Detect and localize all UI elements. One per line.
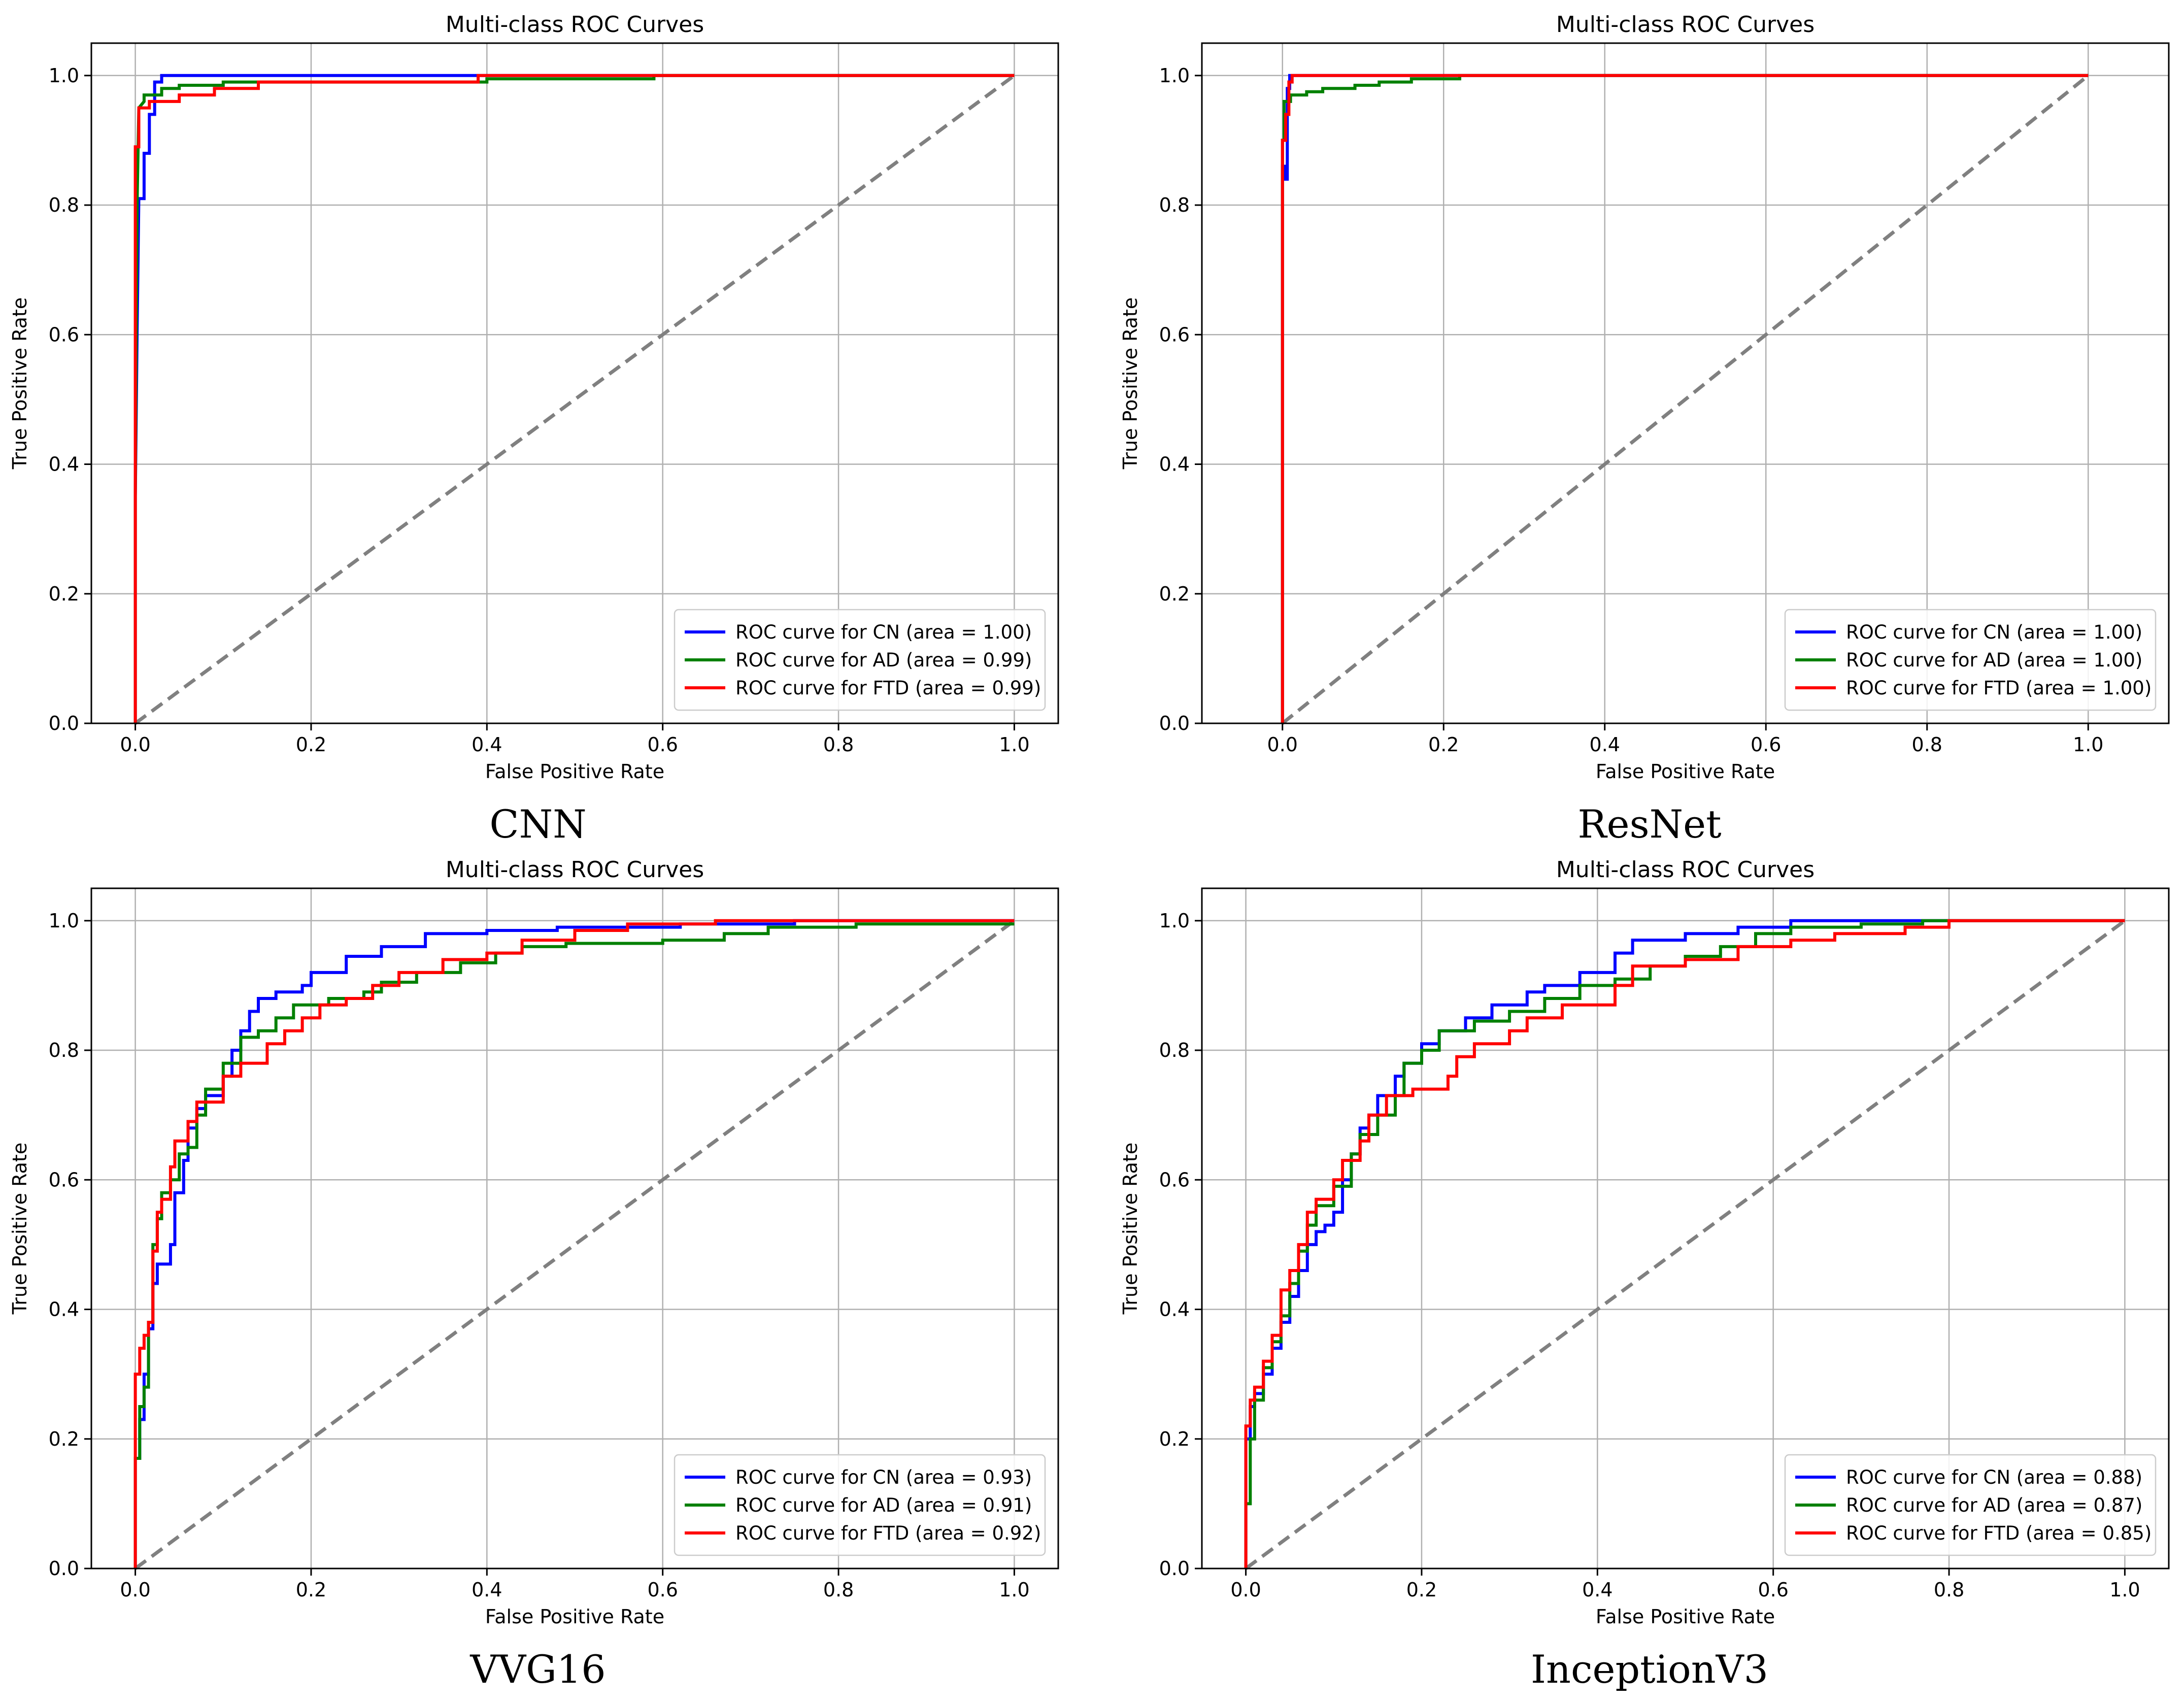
legend-entry-2: ROC curve for AD (area = 0.99) bbox=[735, 649, 1032, 671]
y-tick-label: 0.6 bbox=[1159, 1169, 1190, 1191]
chart-title: Multi-class ROC Curves bbox=[446, 12, 704, 38]
plot-frame bbox=[1201, 42, 2170, 724]
x-tick-label: 0.6 bbox=[1758, 1579, 1788, 1601]
legend-entry-2: ROC curve for AD (area = 1.00) bbox=[1846, 649, 2142, 671]
x-tick-label: 1.0 bbox=[999, 733, 1029, 756]
x-axis-label: False Positive Rate bbox=[485, 760, 664, 783]
y-axis-label: True Positive Rate bbox=[9, 1143, 31, 1315]
plot-frame bbox=[90, 42, 1059, 724]
y-tick-label: 1.0 bbox=[49, 910, 79, 932]
plot-frame bbox=[1201, 887, 2170, 1570]
legend-box bbox=[1784, 1454, 2157, 1556]
chart-panel-3: 0.0 0.2 0.4 0.6 0.8 1.0 0.0 0.2 0.4 0.6 0.8 1.0 Mult… bbox=[9, 857, 1059, 1692]
y-tick-label: 0.0 bbox=[49, 712, 79, 735]
x-tick-label: 0.2 bbox=[1406, 1579, 1437, 1601]
x-tick-label: 0.8 bbox=[1934, 1579, 1964, 1601]
y-tick-label: 0.4 bbox=[1159, 1298, 1190, 1321]
legend-entry-1: ROC curve for CN (area = 0.88) bbox=[1846, 1466, 2142, 1488]
y-tick-label: 0.8 bbox=[1159, 1039, 1190, 1061]
y-tick-label: 0.6 bbox=[49, 323, 79, 346]
y-tick-label: 0.2 bbox=[49, 1428, 79, 1450]
x-tick-label: 0.6 bbox=[647, 733, 678, 756]
y-tick-label: 0.4 bbox=[1159, 453, 1190, 476]
legend-entry-1: ROC curve for CN (area = 1.00) bbox=[1846, 621, 2142, 643]
x-tick-label: 0.0 bbox=[120, 1579, 150, 1601]
chart-panel-1: 0.0 0.2 0.4 0.6 0.8 1.0 0.0 0.2 0.4 0.6 0.8 1.0 Mult… bbox=[9, 12, 1059, 847]
model-caption: InceptionV3 bbox=[1531, 1647, 1768, 1692]
legend-box bbox=[674, 1454, 1046, 1556]
x-tick-label: 0.8 bbox=[823, 733, 854, 756]
y-axis-label: True Positive Rate bbox=[1119, 1143, 1141, 1315]
y-tick-label: 0.8 bbox=[49, 1039, 79, 1061]
x-tick-label: 1.0 bbox=[2073, 733, 2103, 756]
x-tick-label: 0.4 bbox=[1590, 733, 1620, 756]
x-tick-label: 0.4 bbox=[472, 733, 502, 756]
legend-box bbox=[674, 609, 1046, 711]
y-tick-label: 0.0 bbox=[1159, 1557, 1190, 1580]
y-tick-label: 0.4 bbox=[49, 1298, 79, 1321]
x-tick-label: 0.4 bbox=[1582, 1579, 1612, 1601]
chart-title: Multi-class ROC Curves bbox=[1556, 857, 1815, 883]
legend-entry-2: ROC curve for AD (area = 0.91) bbox=[735, 1494, 1032, 1516]
x-axis-label: False Positive Rate bbox=[1596, 760, 1775, 783]
legend-entry-3: ROC curve for FTD (area = 0.99) bbox=[735, 677, 1041, 699]
roc-series-line-3 bbox=[1244, 919, 2125, 1568]
model-caption: VVG16 bbox=[469, 1647, 606, 1692]
x-tick-label: 1.0 bbox=[999, 1579, 1029, 1601]
y-tick-label: 0.6 bbox=[1159, 323, 1190, 346]
y-axis-label: True Positive Rate bbox=[1119, 297, 1141, 470]
x-tick-label: 0.6 bbox=[1751, 733, 1781, 756]
x-tick-label: 0.2 bbox=[1428, 733, 1459, 756]
model-caption: CNN bbox=[489, 802, 586, 847]
roc-series-line-3 bbox=[133, 74, 1015, 723]
y-tick-label: 0.0 bbox=[1159, 712, 1190, 735]
legend-entry-3: ROC curve for FTD (area = 0.92) bbox=[735, 1522, 1041, 1544]
y-axis-label: True Positive Rate bbox=[9, 297, 31, 470]
y-tick-label: 0.4 bbox=[49, 453, 79, 476]
x-tick-label: 0.8 bbox=[823, 1579, 854, 1601]
legend-entry-2: ROC curve for AD (area = 0.87) bbox=[1846, 1494, 2142, 1516]
chart-panel-4: 0.0 0.2 0.4 0.6 0.8 1.0 0.0 0.2 0.4 0.6 0.8 1.0 Mult… bbox=[1119, 857, 2170, 1692]
x-axis-label: False Positive Rate bbox=[485, 1606, 664, 1628]
y-tick-label: 0.2 bbox=[49, 583, 79, 605]
x-tick-label: 0.4 bbox=[472, 1579, 502, 1601]
legend-entry-3: ROC curve for FTD (area = 0.85) bbox=[1846, 1522, 2152, 1544]
legend-entry-1: ROC curve for CN (area = 0.93) bbox=[735, 1466, 1032, 1488]
x-tick-label: 0.8 bbox=[1912, 733, 1942, 756]
chart-title: Multi-class ROC Curves bbox=[1556, 12, 1815, 38]
x-tick-label: 1.0 bbox=[2109, 1579, 2140, 1601]
model-caption: ResNet bbox=[1577, 802, 1721, 847]
x-tick-label: 0.2 bbox=[296, 733, 326, 756]
y-tick-label: 0.8 bbox=[49, 194, 79, 216]
roc-series-line-2 bbox=[1281, 74, 2089, 723]
y-tick-label: 0.2 bbox=[1159, 1428, 1190, 1450]
y-tick-label: 1.0 bbox=[1159, 910, 1190, 932]
legend-box bbox=[1784, 609, 2157, 711]
x-tick-label: 0.2 bbox=[296, 1579, 326, 1601]
y-tick-label: 0.8 bbox=[1159, 194, 1190, 216]
y-tick-label: 1.0 bbox=[1159, 64, 1190, 87]
roc-series-line-3 bbox=[1281, 74, 2089, 723]
chart-title: Multi-class ROC Curves bbox=[446, 857, 704, 883]
chance-diagonal-line bbox=[1281, 74, 2090, 725]
chart-panel-2: 0.0 0.2 0.4 0.6 0.8 1.0 0.0 0.2 0.4 0.6 0.8 1.0 Mult… bbox=[1119, 12, 2170, 847]
y-tick-label: 0.2 bbox=[1159, 583, 1190, 605]
y-tick-label: 1.0 bbox=[49, 64, 79, 87]
y-tick-label: 0.6 bbox=[49, 1169, 79, 1191]
y-tick-label: 0.0 bbox=[49, 1557, 79, 1580]
x-axis-label: False Positive Rate bbox=[1596, 1606, 1775, 1628]
x-tick-label: 0.0 bbox=[1267, 733, 1298, 756]
plot-frame bbox=[90, 887, 1059, 1570]
x-tick-label: 0.0 bbox=[120, 733, 150, 756]
legend-entry-1: ROC curve for CN (area = 1.00) bbox=[735, 621, 1032, 643]
x-tick-label: 0.0 bbox=[1230, 1579, 1261, 1601]
legend-entry-3: ROC curve for FTD (area = 1.00) bbox=[1846, 677, 2152, 699]
x-tick-label: 0.6 bbox=[647, 1579, 678, 1601]
roc-series-line-3 bbox=[133, 919, 1015, 1568]
